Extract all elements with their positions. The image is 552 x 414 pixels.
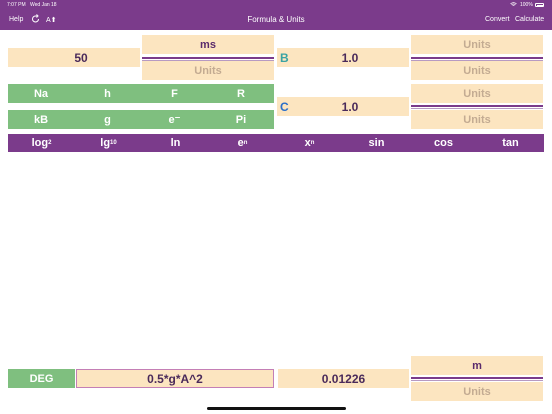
- fraction-divider: [142, 60, 274, 61]
- cos-button[interactable]: cos: [434, 137, 453, 149]
- constant-h-button[interactable]: h: [74, 84, 141, 103]
- variable-c-label: C: [280, 100, 289, 114]
- formula-input[interactable]: 0.5*g*A^2: [76, 369, 274, 388]
- result-unit-numerator[interactable]: m: [411, 356, 543, 375]
- exp-superscript: n: [243, 140, 248, 146]
- wifi-icon: [510, 2, 517, 9]
- status-date: Wed Jan 18: [30, 2, 57, 8]
- ln-button[interactable]: ln: [170, 137, 181, 149]
- log2-button[interactable]: log 2: [8, 134, 75, 152]
- convert-button[interactable]: Convert: [485, 16, 510, 23]
- result-unit-denominator[interactable]: Units: [411, 382, 543, 401]
- result-field: 0.01226: [278, 369, 409, 388]
- angle-mode-button[interactable]: DEG: [8, 369, 75, 388]
- x-power-label: x: [304, 137, 311, 149]
- lg10-subscript: 10: [110, 140, 117, 146]
- variable-a-unit-numerator[interactable]: ms: [142, 35, 274, 54]
- fraction-divider: [411, 108, 543, 109]
- fraction-divider: [411, 57, 543, 59]
- sin-button[interactable]: sin: [368, 137, 385, 149]
- navigation-bar: 7:07 PM Wed Jan 18 100% Help A⬆ Formula …: [0, 0, 552, 30]
- variable-b-value-field[interactable]: 1.0: [341, 50, 359, 65]
- variable-b-label: B: [280, 51, 289, 65]
- variable-c-unit-numerator[interactable]: Units: [411, 84, 543, 103]
- variable-a-label-bg: [8, 48, 22, 67]
- variable-b-row: [277, 48, 409, 67]
- help-button[interactable]: Help: [9, 16, 24, 23]
- fraction-divider: [411, 377, 543, 379]
- constant-r-button[interactable]: R: [208, 84, 274, 103]
- status-time: 7:07 PM: [7, 2, 26, 8]
- log2-subscript: 2: [48, 140, 52, 146]
- variable-c-row: [277, 97, 409, 116]
- constant-g-button[interactable]: g: [74, 110, 141, 129]
- constant-pi-button[interactable]: Pi: [208, 110, 274, 129]
- font-size-button[interactable]: A⬆: [46, 17, 57, 24]
- lg10-label: lg: [100, 137, 111, 149]
- variable-c-unit-denominator[interactable]: Units: [411, 110, 543, 129]
- variable-a-value-field[interactable]: 50: [22, 48, 140, 67]
- battery-percent: 100%: [520, 2, 533, 8]
- exp-label: e: [237, 137, 244, 149]
- variable-b-unit-denominator[interactable]: Units: [411, 61, 543, 80]
- variable-a-unit-denominator[interactable]: Units: [142, 61, 274, 80]
- fraction-divider: [411, 380, 543, 381]
- constant-na-button[interactable]: Na: [8, 84, 74, 103]
- variable-b-unit-numerator[interactable]: Units: [411, 35, 543, 54]
- fraction-divider: [411, 105, 543, 107]
- lg10-button[interactable]: lg 10: [75, 134, 142, 152]
- constant-f-button[interactable]: F: [141, 84, 208, 103]
- log2-label: log: [31, 137, 49, 149]
- tan-button[interactable]: tan: [502, 137, 519, 149]
- battery-icon: [535, 3, 544, 7]
- constant-electron-button[interactable]: e⁻: [141, 110, 208, 129]
- fraction-divider: [142, 57, 274, 59]
- variable-c-value-field[interactable]: 1.0: [341, 99, 359, 114]
- home-indicator[interactable]: [207, 407, 346, 410]
- constant-kb-button[interactable]: kB: [8, 110, 74, 129]
- fraction-divider: [411, 60, 543, 61]
- page-title: Formula & Units: [247, 15, 305, 24]
- calculate-button[interactable]: Calculate: [515, 16, 545, 23]
- x-power-superscript: n: [310, 140, 315, 146]
- refresh-icon[interactable]: [31, 14, 40, 26]
